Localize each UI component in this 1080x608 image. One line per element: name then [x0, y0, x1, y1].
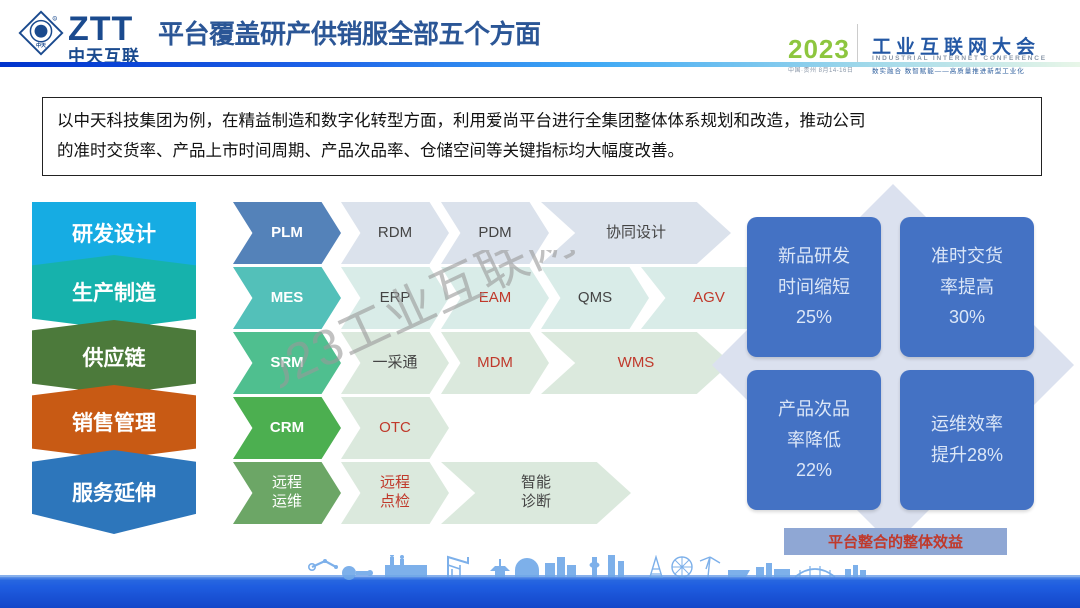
- svg-text:中天: 中天: [36, 42, 47, 49]
